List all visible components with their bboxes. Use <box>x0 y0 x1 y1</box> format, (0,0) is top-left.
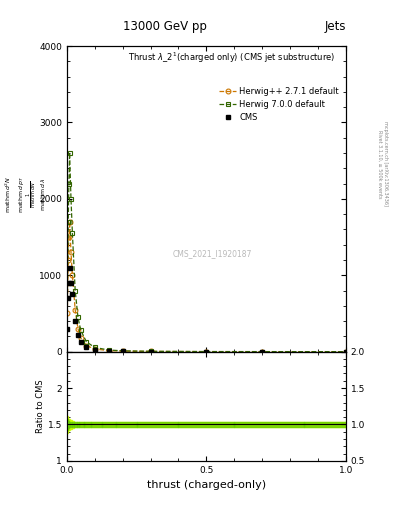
Bar <box>70 420 72 429</box>
Bar <box>79 421 84 428</box>
CMS <box>67 265 72 271</box>
Y-axis label: Ratio to CMS: Ratio to CMS <box>36 379 45 433</box>
Line: Herwig++ 2.7.1 default: Herwig++ 2.7.1 default <box>65 219 348 354</box>
Bar <box>102 421 116 428</box>
Herwig 7.0.0 default <box>65 295 70 301</box>
CMS <box>204 349 209 355</box>
Bar <box>79 422 84 426</box>
CMS <box>106 348 111 354</box>
Bar <box>77 422 79 426</box>
Line: CMS: CMS <box>65 265 348 354</box>
Bar <box>90 421 102 428</box>
Bar <box>234 421 304 428</box>
CMS <box>65 326 70 332</box>
Herwig++ 2.7.1 default <box>70 272 75 279</box>
Herwig++ 2.7.1 default <box>260 349 264 355</box>
Text: Rivet 3.1.10, ≥ 500k events: Rivet 3.1.10, ≥ 500k events <box>377 130 382 198</box>
Herwig++ 2.7.1 default <box>73 307 77 313</box>
Herwig 7.0.0 default <box>148 348 153 354</box>
Herwig 7.0.0 default <box>120 348 125 354</box>
Herwig++ 2.7.1 default <box>148 348 153 354</box>
Bar <box>68 419 69 430</box>
Bar <box>116 421 137 428</box>
Bar <box>72 421 74 428</box>
CMS <box>120 348 125 354</box>
Bar <box>67 419 68 430</box>
Bar <box>116 422 137 426</box>
Herwig 7.0.0 default <box>73 287 77 293</box>
X-axis label: thrust (charged-only): thrust (charged-only) <box>147 480 266 490</box>
Text: $\mathrm{mathm}\,d\,p_T$: $\mathrm{mathm}\,d\,p_T$ <box>17 176 26 213</box>
Herwig++ 2.7.1 default <box>75 326 80 332</box>
Herwig++ 2.7.1 default <box>66 257 71 263</box>
CMS <box>66 295 71 301</box>
Bar <box>84 421 90 428</box>
Text: 13000 GeV pp: 13000 GeV pp <box>123 20 207 33</box>
Herwig++ 2.7.1 default <box>120 348 125 354</box>
Bar <box>74 422 77 426</box>
Bar <box>90 422 102 426</box>
Herwig 7.0.0 default <box>66 181 71 187</box>
Herwig++ 2.7.1 default <box>66 234 71 240</box>
Bar <box>137 422 178 426</box>
Bar <box>72 422 74 426</box>
Text: CMS_2021_I1920187: CMS_2021_I1920187 <box>172 249 252 259</box>
Herwig++ 2.7.1 default <box>67 219 72 225</box>
Herwig++ 2.7.1 default <box>204 349 209 355</box>
CMS <box>84 344 89 350</box>
Herwig 7.0.0 default <box>66 219 71 225</box>
CMS <box>73 318 77 324</box>
Bar <box>69 421 70 428</box>
Bar <box>304 421 346 428</box>
Herwig 7.0.0 default <box>343 349 348 355</box>
Herwig++ 2.7.1 default <box>69 249 73 255</box>
Herwig++ 2.7.1 default <box>84 343 89 349</box>
Herwig 7.0.0 default <box>92 345 97 351</box>
Herwig 7.0.0 default <box>75 314 80 321</box>
CMS <box>148 349 153 355</box>
Herwig 7.0.0 default <box>84 338 89 345</box>
Bar <box>178 421 234 428</box>
CMS <box>343 349 348 355</box>
Bar <box>137 421 178 428</box>
Bar <box>77 421 79 428</box>
CMS <box>79 338 83 345</box>
Bar <box>234 422 304 426</box>
Line: Herwig 7.0.0 default: Herwig 7.0.0 default <box>65 151 348 354</box>
CMS <box>75 332 80 338</box>
Bar <box>178 422 234 426</box>
Herwig 7.0.0 default <box>67 150 72 156</box>
Text: mcplots.cern.ch [arXiv:1306.3436]: mcplots.cern.ch [arXiv:1306.3436] <box>383 121 387 206</box>
Text: Thrust $\lambda\_2^1$(charged only) (CMS jet substructure): Thrust $\lambda\_2^1$(charged only) (CMS… <box>128 51 336 65</box>
CMS <box>66 280 71 286</box>
Text: $\frac{1}{\mathrm{mathm}\,dN}$: $\frac{1}{\mathrm{mathm}\,dN}$ <box>24 181 39 208</box>
Bar <box>69 419 70 430</box>
Herwig++ 2.7.1 default <box>343 349 348 355</box>
Text: $\mathrm{mathm}\,d^2N$: $\mathrm{mathm}\,d^2N$ <box>3 176 13 213</box>
CMS <box>69 280 73 286</box>
Herwig 7.0.0 default <box>260 349 264 355</box>
Herwig++ 2.7.1 default <box>79 335 83 341</box>
Text: Jets: Jets <box>324 20 346 33</box>
Herwig 7.0.0 default <box>70 230 75 237</box>
Bar <box>68 421 69 428</box>
Text: $\mathrm{mathm}\,d\,\lambda$: $\mathrm{mathm}\,d\,\lambda$ <box>39 178 47 211</box>
Legend: Herwig++ 2.7.1 default, Herwig 7.0.0 default, CMS: Herwig++ 2.7.1 default, Herwig 7.0.0 def… <box>219 87 339 122</box>
CMS <box>260 349 264 355</box>
Bar <box>304 422 346 426</box>
Herwig++ 2.7.1 default <box>106 348 111 354</box>
Herwig++ 2.7.1 default <box>65 310 70 316</box>
Herwig 7.0.0 default <box>106 347 111 353</box>
Herwig 7.0.0 default <box>79 327 83 333</box>
CMS <box>92 347 97 353</box>
Bar <box>84 422 90 426</box>
Herwig 7.0.0 default <box>204 349 209 355</box>
Bar <box>70 421 72 428</box>
CMS <box>70 291 75 297</box>
Bar <box>67 416 68 433</box>
Herwig++ 2.7.1 default <box>92 346 97 352</box>
Herwig 7.0.0 default <box>69 196 73 202</box>
Bar <box>102 422 116 426</box>
Bar <box>74 421 77 428</box>
